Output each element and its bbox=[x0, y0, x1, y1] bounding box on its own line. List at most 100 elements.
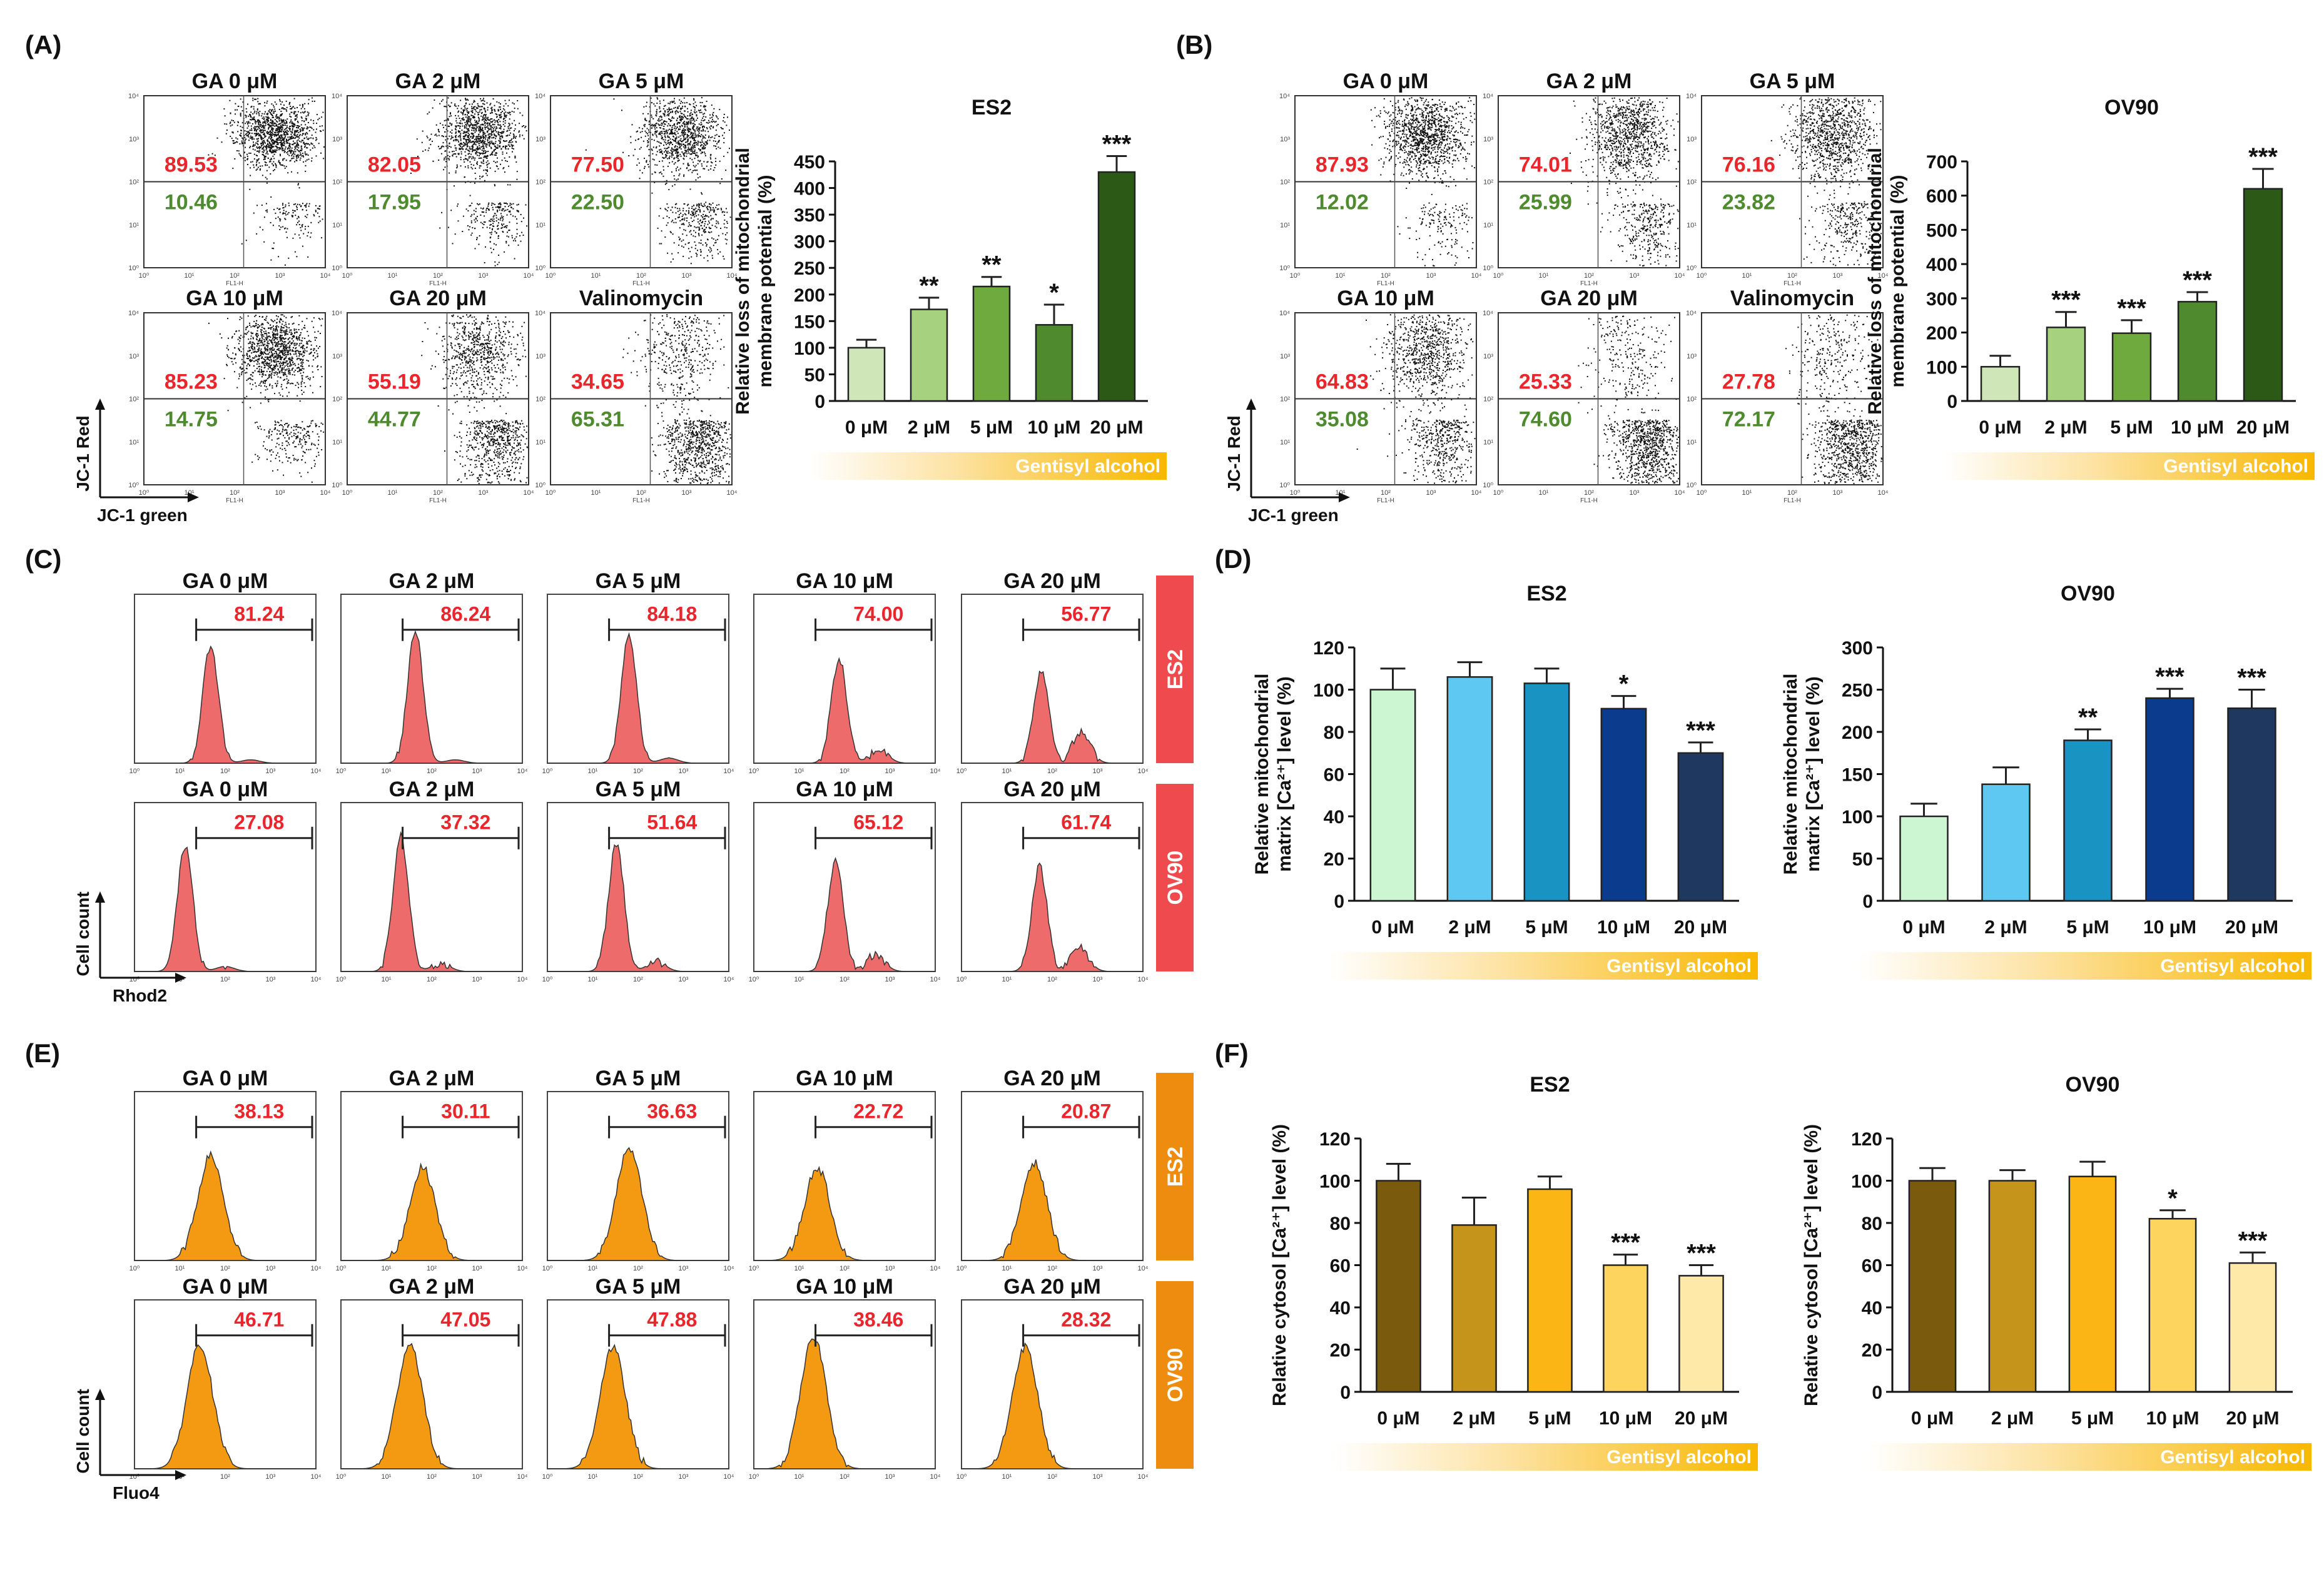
lower-quadrant-value: 12.02 bbox=[1316, 191, 1369, 215]
y-axis-label: Relative loss of mitochondrial bbox=[1865, 148, 1885, 415]
axis-tick-label: 10¹ bbox=[1002, 1473, 1012, 1481]
gate-percentage: 46.71 bbox=[234, 1309, 284, 1331]
axis-tick-label: 10¹ bbox=[588, 768, 598, 775]
y-tick-label: 600 bbox=[1926, 186, 1957, 207]
dot-plot-events bbox=[1570, 97, 1679, 266]
y-axis-label: Relative cytosol [Ca²⁺] level (%) bbox=[1269, 1124, 1290, 1406]
y-tick-label: 40 bbox=[1862, 1298, 1882, 1319]
arrow-head bbox=[95, 891, 105, 903]
significance-marker: ** bbox=[2078, 704, 2098, 731]
axis-tick-label: 10³ bbox=[885, 1265, 895, 1272]
axis-tick-label: 10¹ bbox=[332, 439, 342, 446]
axis-tick-label: 10² bbox=[220, 1473, 230, 1481]
axis-tick-label: 10³ bbox=[679, 976, 689, 983]
gate-percentage: 61.74 bbox=[1061, 811, 1111, 834]
axis-title: FL1-H bbox=[1784, 280, 1801, 287]
x-tick-label: 0 μM bbox=[1902, 917, 1945, 938]
x-tick-label: 20 μM bbox=[2236, 417, 2290, 438]
histogram-title: GA 2 μM bbox=[389, 1275, 475, 1299]
axis-tick-label: 10³ bbox=[472, 1265, 482, 1272]
axis-tick-label: 10⁰ bbox=[336, 1473, 347, 1481]
axis-tick-label: 10² bbox=[1047, 1473, 1057, 1481]
axis-tick-label: 10⁴ bbox=[1878, 489, 1889, 497]
dot-plot-events bbox=[1370, 97, 1476, 267]
y-tick-label: 20 bbox=[1862, 1341, 1882, 1361]
cell-line-label: ES2 bbox=[1164, 649, 1187, 689]
arrow-head bbox=[175, 1470, 186, 1480]
lower-quadrant-value: 17.95 bbox=[368, 191, 421, 215]
histogram-frame bbox=[961, 1299, 1144, 1469]
y-axis-label: Relative mitochondrial bbox=[1252, 674, 1272, 875]
bar bbox=[1446, 676, 1493, 902]
dot-plot-title: Valinomycin bbox=[579, 286, 703, 310]
axis-tick-label: 10⁰ bbox=[542, 768, 553, 775]
y-tick-label: 150 bbox=[794, 312, 825, 332]
axis-tick-label: 10² bbox=[427, 768, 437, 775]
axis-tick-label: 10³ bbox=[885, 1473, 895, 1481]
bar bbox=[972, 285, 1011, 402]
gate-percentage: 47.05 bbox=[440, 1309, 490, 1331]
y-tick-label: 200 bbox=[1926, 323, 1957, 344]
gentisyl-gradient-bar bbox=[1858, 952, 2311, 980]
arrow-head bbox=[1246, 398, 1256, 410]
axis-tick-label: 10⁴ bbox=[930, 1265, 941, 1272]
x-tick-label: 5 μM bbox=[1528, 1408, 1571, 1429]
y-tick-label: 250 bbox=[794, 258, 825, 279]
dot-plot-title: GA 2 μM bbox=[1546, 69, 1632, 93]
axis-tick-label: 10³ bbox=[1280, 136, 1290, 143]
axis-tick-label: 10³ bbox=[1687, 136, 1697, 143]
chart-title: ES2 bbox=[1526, 582, 1566, 606]
lower-quadrant-value: 23.82 bbox=[1722, 191, 1775, 215]
axis-tick-label: 10³ bbox=[535, 136, 545, 143]
axis-tick-label: 10⁰ bbox=[139, 272, 150, 280]
gate-percentage: 38.46 bbox=[853, 1309, 903, 1331]
histogram: GA 20 μM 20.87 10⁰ 10¹ 10² 10³ 10⁴ bbox=[956, 1067, 1149, 1272]
axis-tick-label: 10² bbox=[1047, 768, 1057, 775]
gate-percentage: 84.18 bbox=[647, 603, 697, 626]
x-tick-label: 5 μM bbox=[2066, 917, 2109, 938]
bar-chart-F2: OV90 0 20 40 60 80 100 120 0 μM 2 μM 5 μM * 10 μM ***… bbox=[1801, 1073, 2311, 1471]
gate-percentage: 86.24 bbox=[440, 603, 490, 626]
histogram-frame bbox=[753, 1091, 936, 1261]
axis-tick-label: 10² bbox=[129, 396, 139, 403]
x-tick-label: 10 μM bbox=[2171, 417, 2224, 438]
histogram-distribution bbox=[962, 862, 1143, 972]
axis-tick-label: 10³ bbox=[679, 768, 689, 775]
axis-tick-label: 10¹ bbox=[175, 1265, 185, 1272]
axis-tick-label: 10² bbox=[636, 272, 646, 280]
axis-tick-label: 10⁰ bbox=[129, 768, 140, 775]
axis-tick-label: 10⁰ bbox=[336, 1265, 347, 1272]
lower-quadrant-value: 65.31 bbox=[571, 408, 624, 432]
bar bbox=[1376, 1180, 1421, 1393]
axis-tick-label: 10² bbox=[840, 976, 850, 983]
y-tick-label: 0 bbox=[1947, 392, 1957, 412]
y-tick-label: 120 bbox=[1851, 1129, 1882, 1150]
significance-marker: *** bbox=[1687, 1240, 1716, 1267]
axis-tick-label: 10³ bbox=[1483, 353, 1493, 360]
y-tick-label: 20 bbox=[1324, 849, 1344, 870]
chart-title: ES2 bbox=[1530, 1073, 1570, 1097]
axis-tick-label: 10⁰ bbox=[749, 768, 759, 775]
axis-tick-label: 10³ bbox=[885, 976, 895, 983]
axis-tick-label: 10¹ bbox=[794, 976, 804, 983]
axis-tick-label: 10¹ bbox=[1483, 439, 1493, 446]
upper-quadrant-value: 55.19 bbox=[368, 370, 421, 394]
axis-tick-label: 10¹ bbox=[382, 768, 392, 775]
bar bbox=[2243, 188, 2283, 402]
panel-e-histograms: GA 0 μM 38.13 10⁰ 10¹ 10² 10³ 10⁴ GA 2 μM 30.11 1… bbox=[73, 1067, 1194, 1503]
y-tick-label: 80 bbox=[1862, 1214, 1882, 1234]
axis-tick-label: 10⁴ bbox=[311, 976, 322, 983]
axis-tick-label: 10³ bbox=[332, 136, 342, 143]
axis-tick-label: 10² bbox=[535, 179, 545, 186]
axis-tick-label: 10⁰ bbox=[542, 1265, 553, 1272]
axis-title: FL1-H bbox=[1580, 497, 1598, 504]
histogram: GA 5 μM 84.18 10⁰ 10¹ 10² 10³ 10⁴ bbox=[542, 569, 734, 775]
axis-title: FL1-H bbox=[1580, 280, 1598, 287]
axis-tick-label: 10³ bbox=[472, 768, 482, 775]
axis-tick-label: 10³ bbox=[682, 489, 692, 497]
bar bbox=[1988, 1180, 2037, 1393]
axis-tick-label: 10³ bbox=[682, 272, 692, 280]
significance-marker: ** bbox=[919, 272, 939, 300]
axis-tick-label: 10⁴ bbox=[332, 93, 342, 100]
